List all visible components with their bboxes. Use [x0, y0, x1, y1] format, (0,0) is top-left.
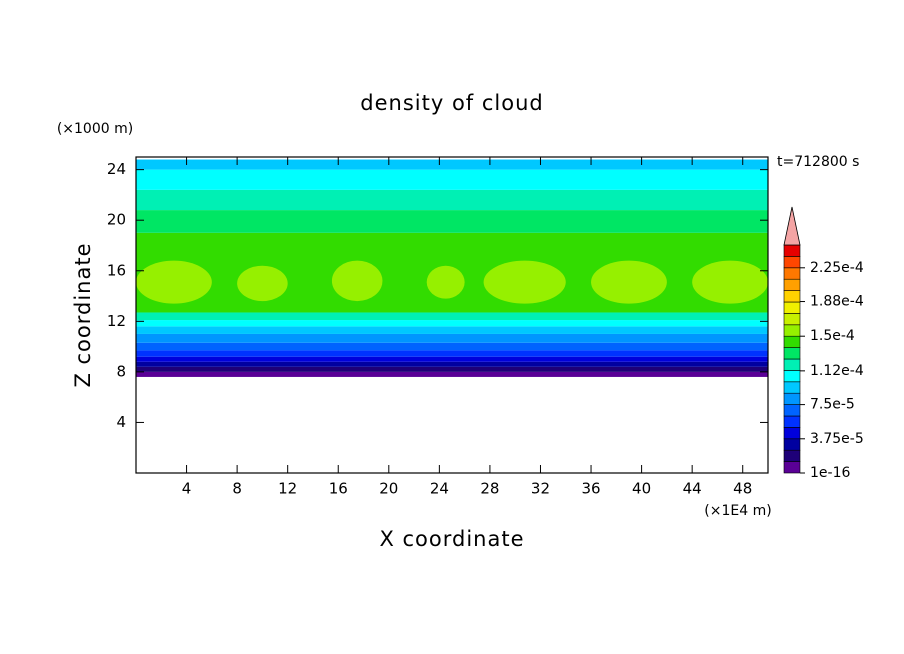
colorbar-box: [783, 347, 801, 360]
colorbar-box: [783, 381, 801, 394]
cloud-core: [591, 260, 667, 304]
x-tick-label: 40: [632, 480, 651, 498]
x-tick-label: 36: [581, 480, 600, 498]
contour-band: [136, 333, 768, 343]
y-tick-label: 8: [116, 362, 126, 380]
colorbar-box: [783, 324, 801, 337]
contour-band: [136, 326, 768, 334]
colorbar-box: [783, 290, 801, 303]
contour-band: [136, 169, 768, 190]
x-tick-label: 20: [379, 480, 398, 498]
y-tick-label: 12: [107, 312, 126, 330]
colorbar-box: [783, 415, 801, 428]
x-tick-label: 12: [278, 480, 297, 498]
colorbar-box: [783, 278, 801, 291]
contour-band: [136, 159, 768, 170]
chart-title: density of cloud: [360, 91, 543, 115]
colorbar-label: 1.5e-4: [810, 328, 855, 344]
contour-band: [136, 342, 768, 351]
colorbar-box: [783, 427, 801, 440]
colorbar-label: 2.25e-4: [810, 260, 864, 276]
colorbar-box: [783, 313, 801, 326]
colorbar-box: [783, 449, 801, 462]
y-tick-label: 16: [107, 261, 126, 279]
y-unit: (×1000 m): [57, 121, 133, 137]
y-tick-label: 4: [116, 413, 126, 431]
contour-band: [136, 210, 768, 233]
y-tick-label: 20: [107, 211, 126, 229]
colorbar-box: [783, 461, 801, 474]
x-tick-label: 16: [329, 480, 348, 498]
contour-band: [136, 189, 768, 211]
colorbar-box: [783, 267, 801, 280]
plot-frame: [135, 156, 769, 474]
x-tick-label: 4: [182, 480, 192, 498]
colorbar-box: [783, 358, 801, 371]
x-tick-label: 32: [531, 480, 550, 498]
colorbar-label: 3.75e-5: [810, 431, 864, 447]
contour-band: [136, 350, 768, 357]
colorbar-box: [783, 404, 801, 417]
x-tick-label: 48: [733, 480, 752, 498]
cloud-core: [483, 260, 566, 304]
x-tick-label: 8: [232, 480, 242, 498]
cloud-core: [331, 260, 383, 302]
x-tick-label: 24: [430, 480, 449, 498]
contour-band: [136, 356, 768, 362]
time-annotation: t=712800 s: [777, 154, 859, 170]
contour-band: [136, 361, 768, 367]
contour-band: [136, 312, 768, 321]
colorbar-box: [783, 244, 801, 257]
colorbar-box: [783, 256, 801, 269]
colorbar-box: [783, 335, 801, 348]
cloud-core: [692, 260, 768, 304]
colorbar-label: 1.12e-4: [810, 363, 864, 379]
cloud-core: [237, 265, 288, 302]
colorbar-label: 1.88e-4: [810, 294, 864, 310]
y-label: Z coordinate: [71, 242, 95, 387]
cloud-core: [136, 260, 212, 304]
colorbar-box: [783, 370, 801, 383]
colorbar-box: [783, 301, 801, 314]
contour-band: [136, 371, 768, 377]
x-label: X coordinate: [379, 527, 524, 551]
contour-band: [136, 320, 768, 327]
colorbar-label: 7.5e-5: [810, 397, 855, 413]
colorbar-box: [783, 438, 801, 451]
colorbar-extend: [783, 206, 801, 246]
cloud-core: [426, 265, 465, 299]
x-unit: (×1E4 m): [704, 503, 771, 519]
x-tick-label: 44: [683, 480, 702, 498]
colorbar-label: 1e-16: [810, 465, 850, 481]
contour-band: [136, 366, 768, 372]
x-tick-label: 28: [480, 480, 499, 498]
y-tick-label: 24: [107, 160, 126, 178]
colorbar-box: [783, 392, 801, 405]
